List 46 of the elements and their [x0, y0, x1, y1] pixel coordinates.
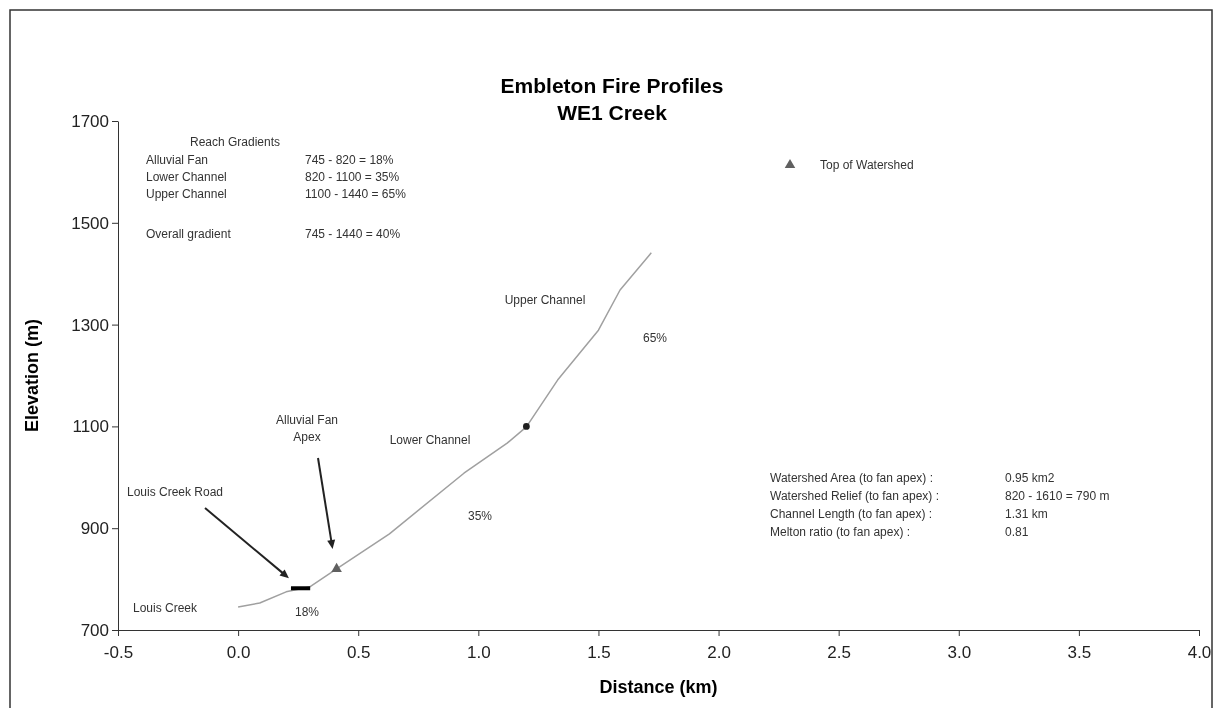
- y-tick-label: 900: [80, 519, 109, 539]
- x-tick-label: 2.0: [707, 642, 731, 662]
- chart-subtitle: WE1 Creek: [557, 101, 668, 124]
- annotation: 745 - 1440 = 40%: [305, 227, 401, 241]
- annotation: Alluvial Fan: [146, 153, 209, 167]
- annotation: 18%: [294, 605, 320, 619]
- annotation: Upper Channel: [504, 293, 586, 307]
- annotation: 820 - 1100 = 35%: [305, 170, 400, 184]
- x-tick-label: 0.0: [226, 642, 251, 662]
- chart-title: Embleton Fire Profiles: [500, 74, 724, 97]
- annotation: Alluvial Fan Apex: [275, 413, 339, 444]
- y-tick-label: 700: [80, 620, 109, 640]
- annotation: Lower Channel: [146, 170, 227, 184]
- y-tick-label: 1100: [72, 417, 109, 437]
- annotation: 820 - 1610 = 790 m: [1005, 489, 1110, 503]
- annotation: Melton ratio (to fan apex) :: [770, 525, 911, 539]
- x-tick-label: 3.0: [947, 642, 972, 662]
- y-tick-label: 1700: [71, 111, 109, 131]
- annotation: Louis Creek Road: [126, 485, 224, 499]
- annotation: Upper Channel: [146, 187, 227, 201]
- annotation: 1100 - 1440 = 65%: [305, 187, 407, 201]
- annotation: 745 - 820 = 18%: [305, 153, 394, 167]
- annotation: Reach Gradients: [189, 135, 281, 149]
- x-tick-label: -0.5: [103, 642, 134, 662]
- annotation: 0.81: [1005, 525, 1029, 539]
- annotation: Channel Length (to fan apex) :: [770, 507, 933, 521]
- x-axis-title: Distance (km): [599, 677, 718, 697]
- annotation: Overall gradient: [146, 227, 232, 241]
- x-tick-label: 3.5: [1067, 642, 1092, 662]
- x-tick-label: 4.0: [1187, 642, 1212, 662]
- x-tick-label: 0.5: [346, 642, 371, 662]
- x-tick-label: 1.0: [467, 642, 491, 662]
- annotation: 1.31 km: [1005, 507, 1048, 521]
- annotation: Louis Creek: [132, 601, 199, 615]
- y-tick-label: 1500: [71, 213, 109, 233]
- x-tick-label: 2.5: [827, 642, 851, 662]
- annotation: Watershed Area (to fan apex) :: [770, 471, 933, 485]
- y-axis-title: Elevation (m): [22, 318, 42, 433]
- x-tick-label: 1.5: [587, 642, 611, 662]
- y-tick-label: 1300: [71, 315, 109, 335]
- annotation: Watershed Relief (to fan apex) :: [770, 489, 939, 503]
- annotation: 0.95 km2: [1005, 471, 1055, 485]
- annotation: Lower Channel: [389, 433, 471, 447]
- annotation: 35%: [467, 509, 493, 523]
- legend-label: Top of Watershed: [820, 158, 914, 173]
- annotation: 65%: [642, 331, 668, 345]
